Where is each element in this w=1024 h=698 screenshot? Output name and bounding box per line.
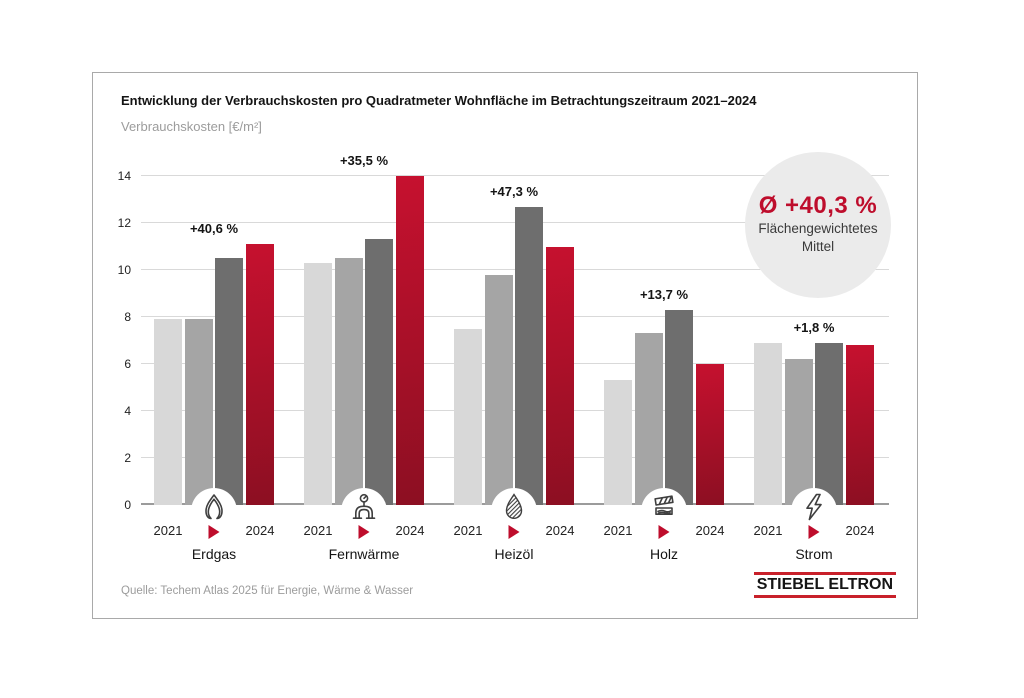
category-label-fernwarme: Fernwärme — [328, 546, 400, 562]
category-group-heizol: +47,3 % 2021 2024 Heizöl — [454, 176, 575, 562]
bar-2023-heizol — [515, 206, 544, 505]
category-label-holz: Holz — [649, 546, 679, 562]
trend-arrow-icon — [358, 525, 370, 539]
change-label-heizol: +47,3 % — [489, 183, 539, 199]
bar-2023-fernwarme — [365, 239, 394, 505]
gridline-6 — [141, 363, 889, 364]
y-tick-label-2: 2 — [124, 451, 131, 465]
y-tick-label-0: 0 — [124, 498, 131, 512]
bar-2021-strom — [754, 342, 782, 505]
category-label-erdgas: Erdgas — [191, 546, 237, 562]
average-change-value: Ø +40,3 % — [758, 192, 878, 219]
year-start-label: 2021 — [303, 523, 333, 538]
change-label-strom: +1,8 % — [793, 319, 835, 335]
bar-2022-holz — [634, 333, 663, 505]
category-group-holz: +13,7 % 2021 2024 Holz — [604, 176, 725, 562]
bar-2024-heizol — [546, 246, 574, 505]
bar-2023-strom — [815, 342, 844, 505]
year-start-label: 2021 — [153, 523, 183, 538]
year-start-label: 2021 — [603, 523, 633, 538]
bar-2023-erdgas — [215, 258, 244, 505]
bar-2022-erdgas — [184, 319, 213, 505]
y-tick-label-12: 12 — [117, 216, 131, 230]
category-group-strom: +1,8 % 2021 2024 Strom — [754, 176, 875, 562]
gridline-2 — [141, 457, 889, 458]
year-end-label: 2024 — [845, 523, 875, 538]
chart-title: Entwicklung der Verbrauchskosten pro Qua… — [121, 93, 757, 108]
average-label-line1: Flächengewichtetes — [758, 221, 878, 236]
year-end-label: 2024 — [695, 523, 725, 538]
gridline-12 — [141, 222, 889, 223]
category-icon-circle-holz — [641, 488, 687, 534]
y-tick-label-14: 14 — [117, 169, 131, 183]
gridline-8 — [141, 316, 889, 317]
year-end-label: 2024 — [545, 523, 575, 538]
year-end-label: 2024 — [395, 523, 425, 538]
trend-arrow-icon — [208, 525, 220, 539]
year-end-label: 2024 — [245, 523, 275, 538]
average-label-line2: Mittel — [801, 238, 835, 254]
change-label-erdgas: +40,6 % — [189, 221, 239, 237]
bar-2024-strom — [846, 345, 874, 505]
lightning-icon — [799, 492, 829, 522]
y-tick-label-10: 10 — [117, 263, 131, 277]
bar-2022-heizol — [484, 274, 513, 505]
category-group-fernwarme: +35,5 % 2021 2024 Fernwärme — [304, 153, 425, 562]
stiebel-eltron-logo: STIEBEL ELTRON — [753, 572, 896, 598]
category-label-heizol: Heizöl — [494, 546, 534, 562]
bar-2024-erdgas — [246, 244, 274, 505]
gridline-4 — [141, 410, 889, 411]
trend-arrow-icon — [508, 525, 520, 539]
trend-arrow-icon — [658, 525, 670, 539]
infographic-card: Entwicklung der Verbrauchskosten pro Qua… — [92, 72, 918, 619]
bar-chart: 0 2 4 6 8 10 12 14 +40,6 % 2021 2024 Erdgas +35,5 % 2… — [118, 153, 889, 562]
y-tick-label-4: 4 — [124, 404, 131, 418]
category-label-strom: Strom — [795, 546, 833, 562]
bar-2022-fernwarme — [334, 258, 363, 505]
year-start-label: 2021 — [753, 523, 783, 538]
axis-unit-label: Verbrauchskosten [€/m²] — [121, 119, 262, 134]
gridline-10 — [141, 269, 889, 270]
source-note: Quelle: Techem Atlas 2025 für Energie, W… — [121, 585, 414, 597]
trend-arrow-icon — [808, 525, 820, 539]
bar-2021-holz — [604, 380, 632, 505]
category-group-erdgas: +40,6 % 2021 2024 Erdgas — [154, 176, 275, 562]
y-tick-label-6: 6 — [124, 357, 131, 371]
flame-icon — [199, 492, 229, 522]
year-start-label: 2021 — [453, 523, 483, 538]
average-badge: Ø +40,3 % Flächengewichtetes Mittel — [745, 152, 891, 298]
oil-drop-icon — [499, 492, 529, 522]
bar-2024-holz — [696, 364, 724, 505]
change-label-fernwarme: +35,5 % — [339, 153, 389, 168]
district-heating-icon — [349, 492, 379, 522]
change-label-holz: +13,7 % — [639, 286, 689, 302]
wood-logs-icon — [649, 492, 679, 522]
bar-2023-holz — [665, 309, 694, 505]
y-tick-label-8: 8 — [124, 310, 131, 324]
gridline-14 — [141, 175, 889, 176]
bar-2022-strom — [784, 359, 813, 505]
bar-2021-fernwarme — [304, 262, 332, 505]
bar-2024-fernwarme — [396, 176, 424, 505]
bar-2021-heizol — [454, 328, 482, 505]
bar-2021-erdgas — [154, 319, 182, 505]
